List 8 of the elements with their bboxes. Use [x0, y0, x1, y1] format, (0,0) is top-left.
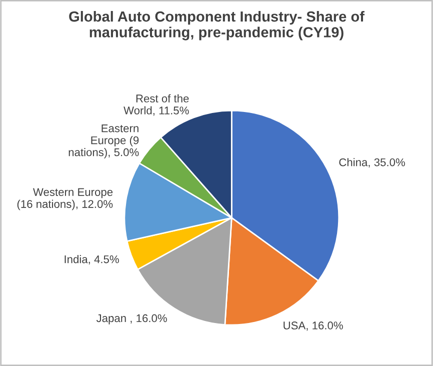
slice-label: Eastern Europe (9 nations), 5.0% — [68, 124, 139, 158]
slice-label: Japan , 16.0% — [96, 314, 167, 324]
slice-label: Western Europe (16 nations), 12.0% — [17, 188, 113, 210]
chart-title: Global Auto Component Industry- Share of manufacturing, pre-pandemic (CY19) — [69, 10, 365, 40]
slice-label: USA, 16.0% — [284, 322, 343, 331]
slice-label: Rest of the World, 11.5% — [124, 94, 189, 116]
slice-label: India, 4.5% — [64, 255, 119, 265]
slice-label: China, 35.0% — [339, 158, 405, 168]
